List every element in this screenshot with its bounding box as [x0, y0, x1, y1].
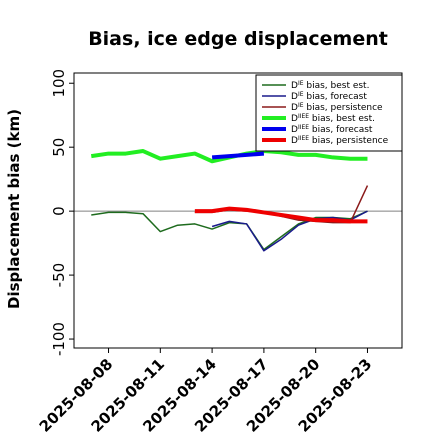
legend-label-0: DIE bias, best est. [291, 80, 369, 91]
y-tick-label: 0 [50, 206, 68, 216]
legend-label-2: DIE bias, persistence [291, 102, 383, 113]
plot-frame [73, 72, 403, 349]
legend-label-3: DIIEE bias, best est. [291, 113, 375, 124]
legend-label-5: DIIEE bias, persistence [291, 135, 389, 146]
legend-label-1: DIE bias, forecast [291, 91, 367, 102]
series-line-0 [91, 210, 368, 251]
y-axis-label: Displacement bias (km) [5, 109, 23, 309]
series-line-2 [194, 185, 369, 224]
y-tick-label: 50 [50, 138, 68, 157]
series-line-5 [194, 206, 368, 224]
y-tick-label: 100 [50, 69, 68, 98]
legend-label-4: DIIEE bias, forecast [291, 124, 373, 135]
legend: DIE bias, best est.DIE bias, forecastDIE… [255, 74, 403, 152]
series-line-4 [211, 151, 265, 160]
y-tick-label: -50 [50, 263, 68, 288]
chart-title: Bias, ice edge displacement [88, 28, 388, 50]
y-tick-label: -100 [50, 322, 68, 356]
